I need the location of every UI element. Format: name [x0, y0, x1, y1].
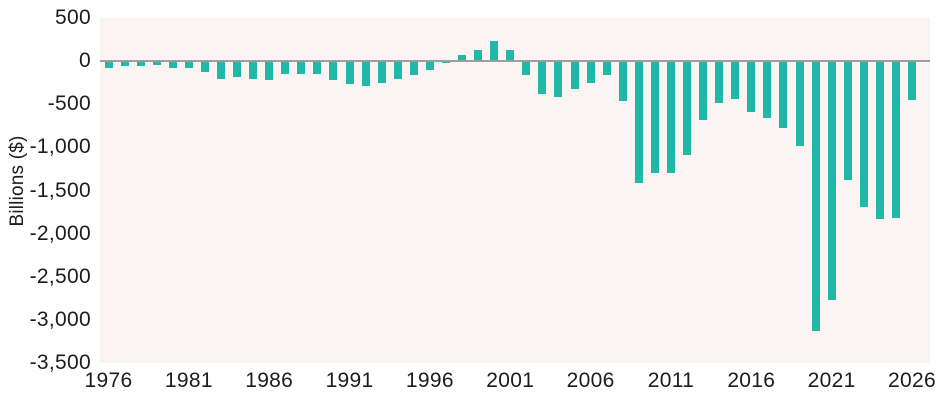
y-tick-label: 500	[55, 6, 91, 29]
bar-1986	[265, 62, 274, 81]
bar-2002	[522, 62, 531, 75]
bar-2026	[908, 62, 916, 100]
bar-1991	[345, 62, 354, 85]
bar-2016	[747, 62, 756, 112]
bar-2005	[570, 62, 579, 89]
x-tick-label: 2001	[486, 369, 535, 392]
bar-1997	[441, 62, 450, 64]
bar-1996	[425, 62, 434, 71]
bar-2017	[763, 62, 772, 119]
bar-1983	[216, 62, 225, 80]
bar-2021	[827, 62, 836, 301]
bar-2007	[602, 62, 611, 75]
x-tick-label: 1976	[84, 369, 133, 392]
bar-1993	[377, 62, 386, 84]
y-tick-label: -1,500	[29, 178, 91, 202]
bar-1994	[393, 62, 402, 79]
y-tick-label: -2,000	[29, 221, 91, 245]
y-tick-label: -1,000	[29, 135, 91, 159]
x-tick-label: 1996	[405, 369, 454, 392]
bar-2012	[683, 62, 692, 155]
bar-2001	[506, 50, 515, 62]
bar-1995	[409, 62, 418, 76]
bar-1977	[120, 62, 129, 66]
zero-axis-line	[100, 60, 930, 63]
bar-1998	[458, 55, 467, 62]
bar-2004	[554, 62, 563, 97]
bar-1999	[474, 50, 483, 62]
bar-1981	[184, 62, 193, 68]
bar-1989	[313, 62, 322, 75]
bar-1988	[297, 62, 306, 75]
y-tick-label: -3,000	[29, 307, 91, 331]
bar-1987	[281, 62, 290, 75]
bar-2018	[779, 62, 788, 129]
y-tick-label: -3,500	[29, 351, 91, 374]
x-tick-label: 2026	[888, 369, 936, 392]
y-tick-label: -500	[47, 92, 91, 116]
bar-2019	[795, 62, 804, 146]
bar-1990	[329, 62, 338, 81]
bar-1979	[152, 62, 161, 65]
x-tick-label: 2011	[647, 369, 695, 392]
bar-1985	[249, 62, 258, 80]
y-tick-label: 0	[79, 49, 91, 73]
bar-2008	[618, 62, 627, 101]
bar-2003	[538, 62, 547, 94]
bar-1982	[200, 62, 209, 73]
bar-2020	[811, 62, 820, 332]
bar-1992	[361, 62, 370, 87]
x-tick-label: 2006	[566, 369, 615, 392]
bar-2006	[586, 62, 595, 83]
bar-2010	[650, 62, 659, 173]
y-tick-label: -2,500	[29, 264, 91, 288]
bar-1980	[168, 62, 177, 68]
bar-2025	[891, 62, 900, 219]
bar-1978	[136, 62, 145, 67]
bar-2024	[875, 62, 884, 220]
x-tick-label: 1986	[245, 369, 294, 392]
bar-2013	[699, 62, 708, 120]
bar-1984	[233, 62, 242, 78]
plot-area	[100, 18, 930, 363]
bar-2015	[731, 62, 740, 100]
x-tick-label: 2016	[727, 369, 776, 392]
x-tick-label: 1991	[325, 369, 374, 392]
x-tick-label: 2021	[807, 369, 856, 392]
x-tick-label: 1981	[164, 369, 213, 392]
bar-1976	[104, 62, 113, 68]
bar-2023	[859, 62, 868, 208]
bar-2022	[843, 62, 852, 180]
bar-2009	[634, 62, 643, 183]
bar-2011	[666, 62, 675, 174]
bar-2000	[490, 40, 499, 62]
bar-2014	[715, 62, 724, 103]
